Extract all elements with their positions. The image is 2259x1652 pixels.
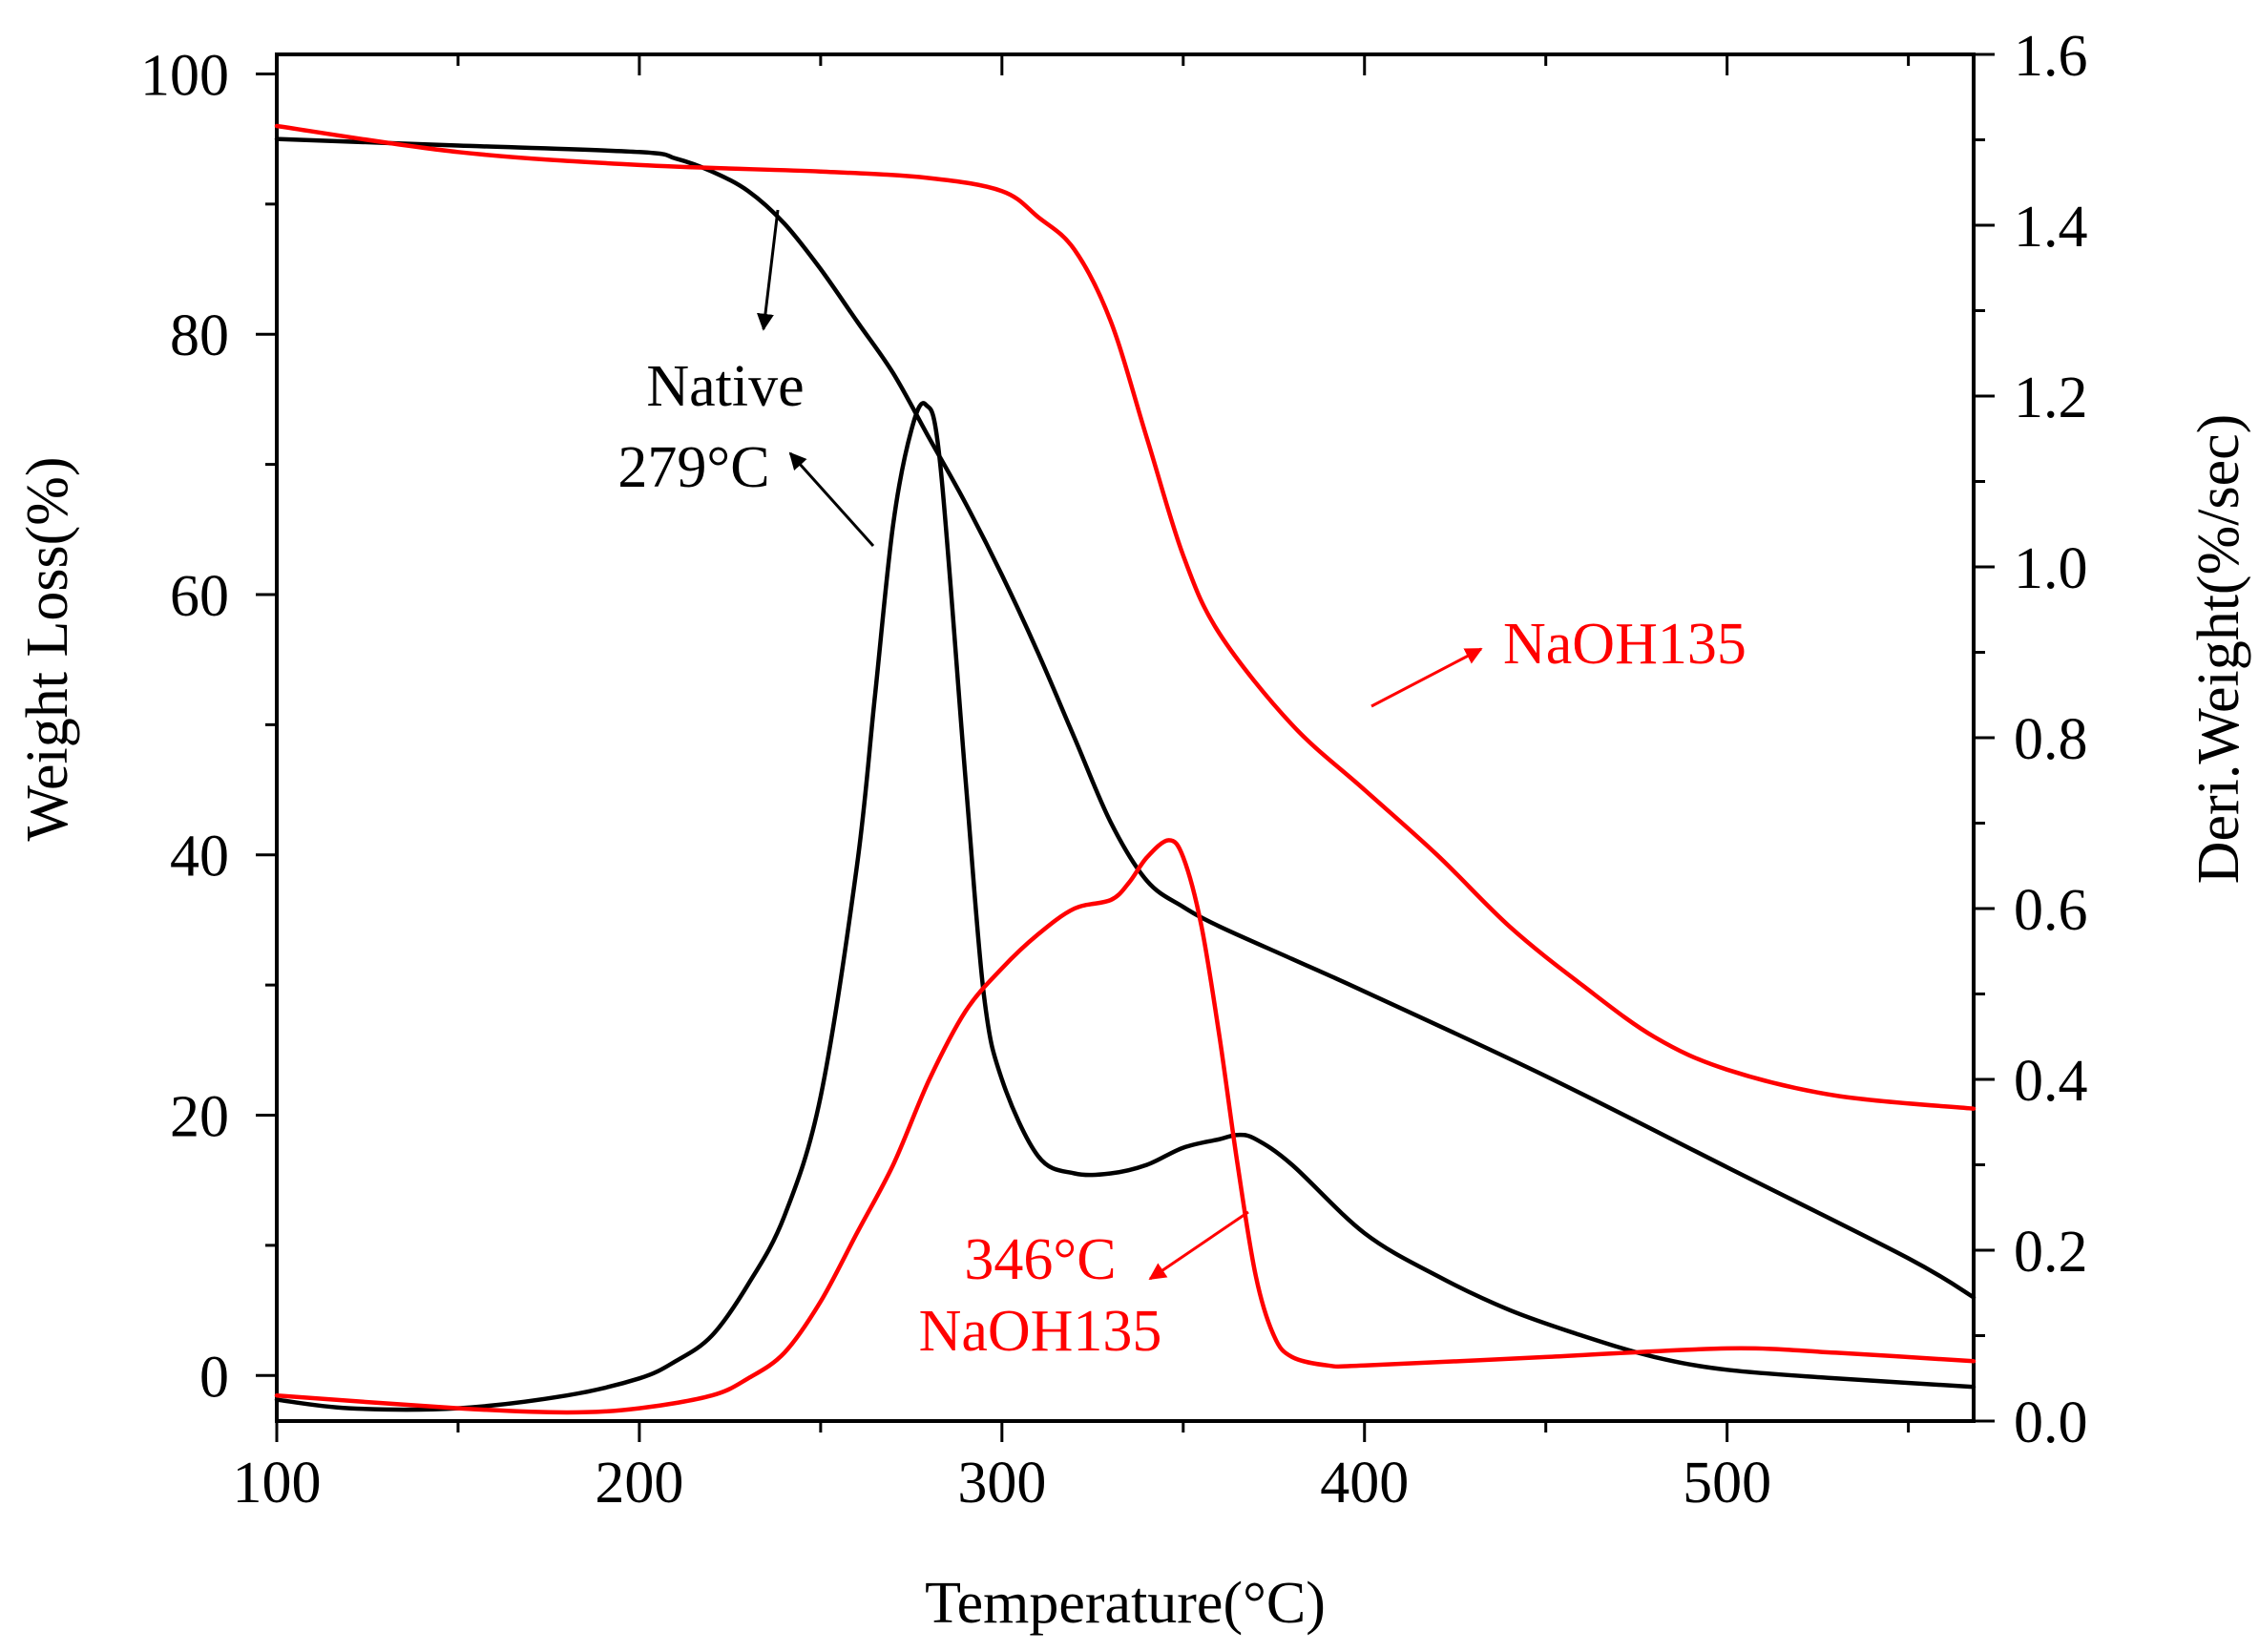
x-tick-label: 500	[1683, 1451, 1771, 1516]
x-tick-label: 300	[957, 1451, 1046, 1516]
y2-tick-label: 0.2	[2014, 1220, 2088, 1285]
arrow-naoh135-tg	[1370, 647, 1483, 708]
y2-tick-label: 1.6	[2014, 24, 2088, 89]
y2-tick-label: 1.0	[2014, 536, 2088, 601]
annotation-naoh135-tg: NaOH135	[1503, 612, 1747, 677]
y2-axis-title: Deri.Weight(%/sec)	[2186, 414, 2251, 885]
series-native-dtg	[274, 401, 1977, 1412]
y-axis-title: Weight Loss(%)	[15, 456, 80, 841]
annotation-native: Native	[646, 354, 804, 419]
y-tick-label: 0	[199, 1345, 229, 1410]
chart-series	[274, 123, 1977, 1415]
y2-tick-label: 0.8	[2014, 707, 2088, 772]
arrow-naoh135-peak	[1148, 1210, 1249, 1281]
y-tick-label: 100	[140, 43, 229, 108]
y-tick-label: 80	[170, 303, 229, 368]
y2-tick-label: 1.4	[2014, 195, 2088, 260]
y-tick-label: 20	[170, 1085, 229, 1150]
y-tick-label: 40	[170, 825, 229, 889]
series-native-tg	[274, 136, 1977, 1300]
series-naoh135-tg	[274, 123, 1977, 1111]
x-tick-label: 400	[1320, 1451, 1409, 1516]
axis-tick-labels: 100 200 300 400 500 0 20 40 60 80 100 0.0 0.2 0.4 0.6 0…	[140, 24, 2088, 1516]
annotation-native-peak: 279°C	[617, 435, 769, 500]
y-tick-label: 60	[170, 564, 229, 629]
x-axis-title: Temperature(°C)	[925, 1571, 1326, 1636]
x-tick-label: 200	[595, 1451, 683, 1516]
y2-tick-label: 0.4	[2014, 1049, 2088, 1114]
axis-ticks	[256, 52, 1995, 1442]
annotation-naoh135-dtg: NaOH135	[919, 1299, 1162, 1364]
arrow-native-peak	[788, 451, 875, 548]
plot-frame	[275, 52, 1976, 1423]
arrow-native	[756, 209, 780, 331]
y2-tick-label: 1.2	[2014, 366, 2088, 430]
series-naoh135-dtg	[274, 838, 1977, 1415]
x-tick-label: 100	[233, 1451, 322, 1516]
annotation-naoh135-peak: 346°C	[964, 1227, 1116, 1292]
y2-tick-label: 0.0	[2014, 1391, 2088, 1455]
y2-tick-label: 0.6	[2014, 878, 2088, 943]
